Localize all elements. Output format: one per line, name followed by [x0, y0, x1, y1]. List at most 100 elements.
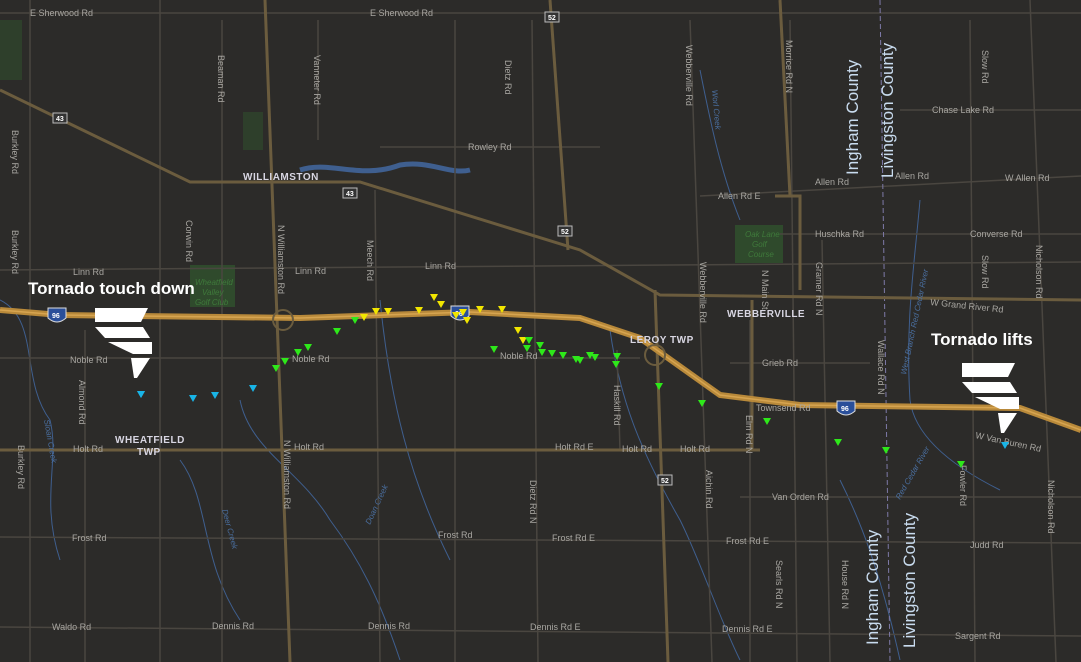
interstate-96: [0, 307, 1081, 433]
county-label: Livingston County: [900, 512, 919, 648]
yellow-report-marker[interactable]: [452, 312, 460, 319]
cyan-report-marker[interactable]: [1001, 442, 1009, 449]
road-label: Burkley Rd: [10, 230, 20, 274]
road-label: Almond Rd: [77, 380, 87, 425]
svg-text:96: 96: [455, 311, 463, 318]
road-label: Haskill Rd: [612, 385, 622, 426]
golf-label: Valley: [202, 288, 224, 297]
yellow-report-marker[interactable]: [476, 306, 484, 313]
road-label: Rowley Rd: [468, 142, 512, 152]
road-label: Converse Rd: [970, 229, 1023, 239]
green-report-marker[interactable]: [882, 447, 890, 454]
road-label: Webberville Rd: [684, 45, 694, 106]
place-label: WHEATFIELD: [115, 435, 185, 446]
green-report-marker[interactable]: [523, 345, 531, 352]
road-label: Slow Rd: [980, 50, 990, 84]
yellow-report-marker[interactable]: [514, 327, 522, 334]
road-label: Morrice Rd N: [784, 40, 794, 93]
green-report-marker[interactable]: [613, 353, 621, 360]
green-report-marker[interactable]: [576, 357, 584, 364]
yellow-report-marker[interactable]: [415, 307, 423, 314]
green-report-marker[interactable]: [586, 352, 594, 359]
green-report-marker[interactable]: [655, 383, 663, 390]
green-report-marker[interactable]: [536, 342, 544, 349]
state-route-shield: 43: [52, 112, 68, 124]
road-label: Fowler Rd: [958, 465, 968, 506]
green-report-marker[interactable]: [548, 350, 556, 357]
interstate-shield: 96: [836, 400, 856, 416]
green-report-marker[interactable]: [351, 317, 359, 324]
yellow-report-marker[interactable]: [459, 309, 467, 316]
yellow-report-marker[interactable]: [430, 294, 438, 301]
green-report-marker[interactable]: [304, 344, 312, 351]
interchange: [272, 309, 294, 331]
road-label: Allen Rd: [895, 171, 929, 181]
green-report-marker[interactable]: [333, 328, 341, 335]
yellow-report-marker[interactable]: [463, 317, 471, 324]
water-label: Worl Creek: [710, 89, 723, 131]
yellow-report-marker[interactable]: [437, 301, 445, 308]
road-label: Huschka Rd: [815, 229, 864, 239]
road-label: Holt Rd E: [555, 442, 594, 452]
green-report-marker[interactable]: [525, 337, 533, 344]
road-label: Nicholson Rd: [1046, 480, 1056, 534]
road-label: Holt Rd: [622, 444, 652, 454]
road-label: Dietz Rd: [503, 60, 513, 95]
road-label: Grieb Rd: [762, 358, 798, 368]
yellow-report-marker[interactable]: [519, 337, 527, 344]
green-report-marker[interactable]: [957, 461, 965, 468]
road-label: Webberville Rd: [698, 262, 708, 323]
cyan-report-marker[interactable]: [137, 391, 145, 398]
svg-text:52: 52: [561, 229, 569, 236]
county-label: Livingston County: [878, 42, 897, 178]
green-report-marker[interactable]: [763, 418, 771, 425]
green-report-marker[interactable]: [612, 361, 620, 368]
road-label: N Main St: [760, 270, 770, 310]
green-report-marker[interactable]: [834, 439, 842, 446]
road-label: Vanneter Rd: [312, 55, 322, 105]
road-label: Holt Rd: [73, 444, 103, 454]
svg-text:52: 52: [661, 478, 669, 485]
state-route-shield: 52: [657, 474, 673, 486]
green-report-marker[interactable]: [281, 358, 289, 365]
state-route-shield: 52: [557, 225, 573, 237]
green-report-marker[interactable]: [294, 349, 302, 356]
yellow-report-marker[interactable]: [372, 308, 380, 315]
green-report-marker[interactable]: [591, 354, 599, 361]
green-report-marker[interactable]: [559, 352, 567, 359]
place-label: LEROY TWP: [630, 335, 694, 346]
yellow-report-marker[interactable]: [384, 308, 392, 315]
road-label: Judd Rd: [970, 540, 1004, 550]
road-label: Corwin Rd: [184, 220, 194, 262]
road-label: Frost Rd: [72, 533, 107, 543]
cyan-report-marker[interactable]: [211, 392, 219, 399]
road-label: Burkley Rd: [16, 445, 26, 489]
green-report-marker[interactable]: [698, 400, 706, 407]
golf-label: Golf: [752, 240, 767, 249]
report-markers: [137, 294, 1009, 468]
park-area: [243, 112, 263, 150]
road-label: House Rd N: [840, 560, 850, 609]
cyan-report-marker[interactable]: [189, 395, 197, 402]
touch-down-annotation: Tornado touch down: [28, 279, 195, 298]
water-label: Red Cedar River: [894, 445, 932, 501]
road-label: Townsend Rd: [756, 403, 811, 413]
road-label: Linn Rd: [425, 261, 456, 271]
green-report-marker[interactable]: [490, 346, 498, 353]
county-label: Ingham County: [843, 59, 862, 175]
road-label: Sargent Rd: [955, 631, 1001, 641]
green-report-marker[interactable]: [538, 349, 546, 356]
yellow-report-marker[interactable]: [498, 306, 506, 313]
green-report-marker[interactable]: [272, 365, 280, 372]
road-label: Dennis Rd E: [722, 624, 773, 634]
tornado-icon: [95, 308, 152, 378]
cyan-report-marker[interactable]: [249, 385, 257, 392]
road-label: Gramer Rd N: [814, 262, 824, 316]
yellow-report-marker[interactable]: [360, 314, 368, 321]
golf-label: Oak Lane: [745, 230, 780, 239]
park-area: [0, 20, 22, 80]
road-label: Linn Rd: [73, 267, 104, 277]
place-label: WEBBERVILLE: [727, 309, 805, 320]
golf-label: Course: [748, 250, 774, 259]
